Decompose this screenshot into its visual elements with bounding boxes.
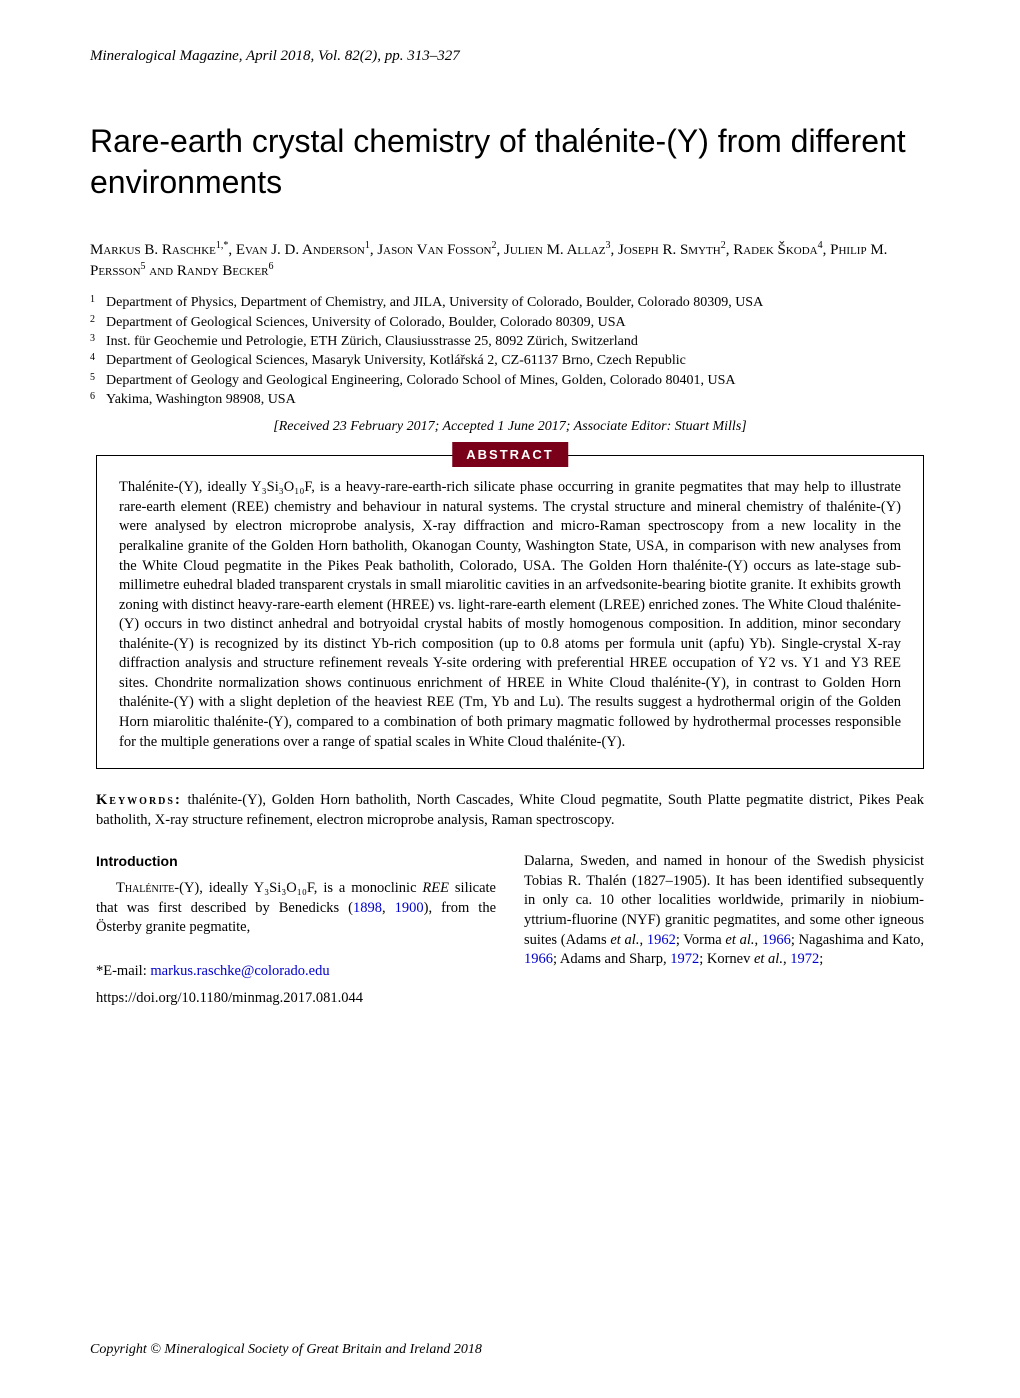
affiliation-item: 2Department of Geological Sciences, Univ…	[90, 313, 930, 332]
right-column: Dalarna, Sweden, and named in honour of …	[524, 852, 924, 1017]
copyright-line: Copyright © Mineralogical Society of Gre…	[90, 1342, 482, 1358]
introduction-heading: Introduction	[96, 852, 496, 871]
body-columns: Introduction Thalénite-(Y), ideally Y₃Si…	[96, 852, 924, 1017]
corresponding-author: *E-mail: markus.raschke@colorado.edu	[96, 962, 496, 982]
abstract-box: ABSTRACT Thalénite-(Y), ideally Y₃Si₃O₁₀…	[96, 455, 924, 769]
affiliations-list: 1Department of Physics, Department of Ch…	[90, 293, 930, 409]
intro-paragraph-left: Thalénite-(Y), ideally Y₃Si₃O₁₀F, is a m…	[96, 879, 496, 938]
email-link[interactable]: markus.raschke@colorado.edu	[150, 963, 329, 979]
abstract-body: Thalénite-(Y), ideally Y₃Si₃O₁₀F, is a h…	[119, 478, 901, 752]
journal-header: Mineralogical Magazine, April 2018, Vol.…	[90, 48, 930, 65]
intro-paragraph-right: Dalarna, Sweden, and named in honour of …	[524, 852, 924, 969]
affiliation-item: 3Inst. für Geochemie und Petrologie, ETH…	[90, 332, 930, 351]
affiliation-item: 5Department of Geology and Geological En…	[90, 371, 930, 390]
received-line: [Received 23 February 2017; Accepted 1 J…	[90, 419, 930, 435]
keywords-block: Keywords: thalénite-(Y), Golden Horn bat…	[96, 791, 924, 830]
affiliation-item: 6Yakima, Washington 98908, USA	[90, 390, 930, 409]
authors-list: Markus B. Raschke1,*, Evan J. D. Anderso…	[90, 239, 930, 282]
abstract-badge: ABSTRACT	[452, 442, 568, 467]
affiliation-item: 1Department of Physics, Department of Ch…	[90, 293, 930, 312]
keywords-label: Keywords:	[96, 792, 182, 808]
article-title: Rare-earth crystal chemistry of thalénit…	[90, 121, 930, 203]
left-column: Introduction Thalénite-(Y), ideally Y₃Si…	[96, 852, 496, 1017]
keywords-body: thalénite-(Y), Golden Horn batholith, No…	[96, 792, 924, 828]
email-label: *E-mail:	[96, 963, 150, 979]
doi-line: https://doi.org/10.1180/minmag.2017.081.…	[96, 989, 496, 1009]
affiliation-item: 4Department of Geological Sciences, Masa…	[90, 351, 930, 370]
